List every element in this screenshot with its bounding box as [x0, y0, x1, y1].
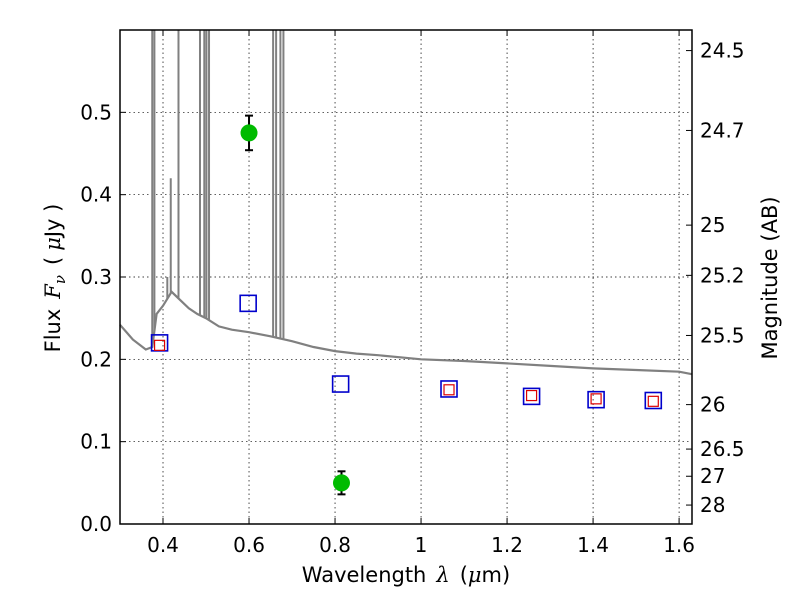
red-square-marker — [525, 389, 538, 402]
x-tick-label: 1.6 — [663, 533, 695, 557]
y-tick-label: 0.4 — [80, 183, 112, 207]
x-tick-label: 1.4 — [577, 533, 609, 557]
data-points — [150, 114, 663, 496]
red-square-marker — [590, 393, 602, 405]
y2-tick-label: 26 — [700, 393, 725, 417]
y-axis-label: FluxFν(μJy ) — [41, 204, 69, 353]
red-square-marker — [443, 384, 455, 396]
red-square-marker — [647, 395, 659, 407]
y2-tick-label: 25.2 — [700, 263, 745, 287]
red-square-marker — [153, 339, 166, 351]
blue-square-marker — [331, 375, 350, 393]
green-detection-marker — [332, 474, 350, 492]
y2-tick-label: 27 — [700, 464, 725, 488]
x-tick-label: 0.4 — [147, 533, 179, 557]
spectrum-continuum — [119, 290, 693, 376]
blue-square-marker — [239, 294, 257, 313]
y2-axis-label: Magnitude (AB) — [758, 196, 782, 359]
x-tick-label: 0.8 — [319, 533, 351, 557]
x-tick-label: 1 — [415, 533, 428, 557]
blue-square-marker — [587, 390, 605, 409]
model-spectrum — [119, 30, 693, 376]
blue-square-marker — [522, 387, 541, 406]
axis-ticks: 0.4 0.6 0.8 1 1.2 1.4 1.6 0.0 0.1 0.2 0.3 0.4 0.5 24.… — [80, 30, 745, 557]
y2-tick-label: 24.5 — [700, 39, 745, 63]
y-tick-label: 0.0 — [80, 512, 112, 536]
y2-tick-label: 25.5 — [700, 323, 745, 347]
y-tick-label: 0.2 — [80, 347, 112, 371]
y2-tick-label: 25 — [700, 213, 725, 237]
green-detection-marker — [240, 124, 258, 142]
y2-tick-label: 24.7 — [700, 118, 745, 142]
x-tick-label: 1.2 — [491, 533, 523, 557]
blue-square-marker — [644, 391, 663, 410]
x-axis-label: Wavelength λ (μm) — [302, 563, 510, 587]
x-tick-label: 0.6 — [233, 533, 265, 557]
y-tick-label: 0.5 — [80, 100, 112, 124]
y-tick-label: 0.1 — [80, 430, 112, 454]
y2-tick-label: 28 — [700, 493, 725, 517]
y-tick-label: 0.3 — [80, 265, 112, 289]
grid-lines — [120, 30, 692, 524]
blue-square-marker — [440, 380, 458, 398]
y2-tick-label: 26.5 — [700, 437, 745, 461]
